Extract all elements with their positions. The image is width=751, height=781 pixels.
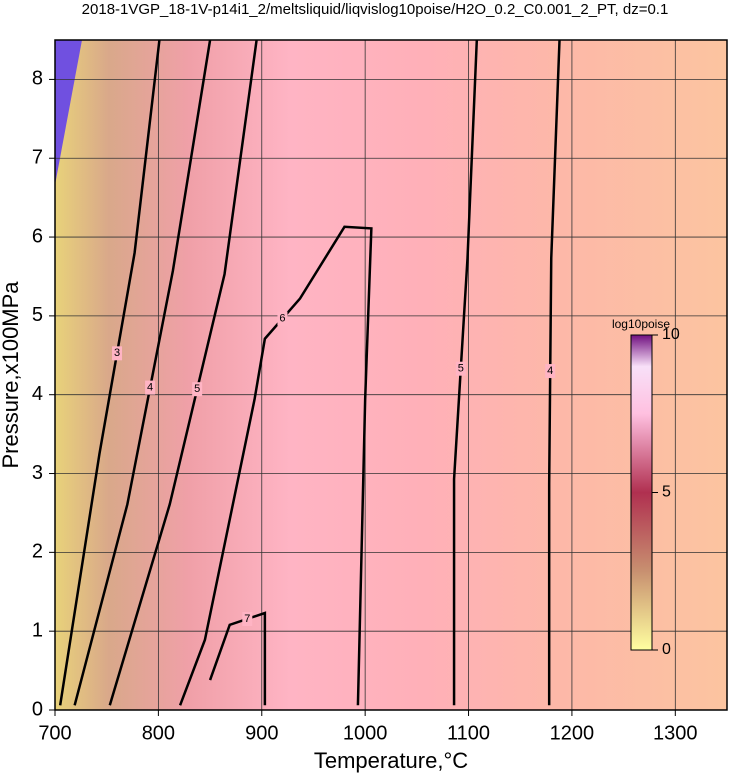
plot-area xyxy=(55,40,727,710)
y-tick-label: 7 xyxy=(32,147,43,169)
frame xyxy=(54,39,728,711)
contour-label: 6 xyxy=(279,313,285,325)
x-tick-label: 1100 xyxy=(447,722,490,744)
colorbar xyxy=(630,334,653,651)
x-tick-label: 1000 xyxy=(343,722,388,744)
contour-label: 5 xyxy=(458,363,464,375)
colorbar-label: log10poise xyxy=(612,317,670,331)
contour-label-bg xyxy=(277,311,288,326)
colorbar-tick-label: 5 xyxy=(662,484,671,501)
y-tick-label: 0 xyxy=(32,698,43,720)
x-tick-label: 900 xyxy=(245,722,278,744)
contour-label: 4 xyxy=(147,382,153,394)
x-tick-label: 1200 xyxy=(550,722,595,744)
x-tick-label: 800 xyxy=(142,722,175,744)
y-tick-label: 6 xyxy=(32,225,43,247)
colorbar-tick-label: 0 xyxy=(662,641,671,658)
y-tick-label: 3 xyxy=(32,462,43,484)
contour-label: 5 xyxy=(194,383,200,395)
contour-label: 4 xyxy=(547,365,553,377)
x-tick-label: 1300 xyxy=(653,722,698,744)
contour-label-bg xyxy=(145,380,156,395)
y-tick-label: 4 xyxy=(32,383,43,405)
contour-label: 7 xyxy=(244,613,250,625)
y-tick-label: 5 xyxy=(32,304,43,326)
x-tick-label: 700 xyxy=(38,722,71,744)
contour-label-bg xyxy=(455,361,466,376)
colorbar-tick-label: 10 xyxy=(662,326,680,343)
contour-label-bg xyxy=(545,364,556,379)
corner-region xyxy=(55,40,82,185)
contour-label-bg xyxy=(112,346,123,361)
contour-label: 3 xyxy=(114,347,120,359)
contour-label-bg xyxy=(192,382,203,397)
y-tick-label: 8 xyxy=(32,68,43,90)
chart-title: 2018-1VGP_18-1V-p14i1_2/meltsliquid/liqv… xyxy=(82,1,669,18)
x-axis-label: Temperature,°C xyxy=(314,748,468,773)
y-axis-label: Pressure,x100MPa xyxy=(0,281,23,469)
y-tick-label: 2 xyxy=(32,541,43,563)
contour-label-bg xyxy=(242,611,253,626)
y-tick-label: 1 xyxy=(32,619,43,641)
